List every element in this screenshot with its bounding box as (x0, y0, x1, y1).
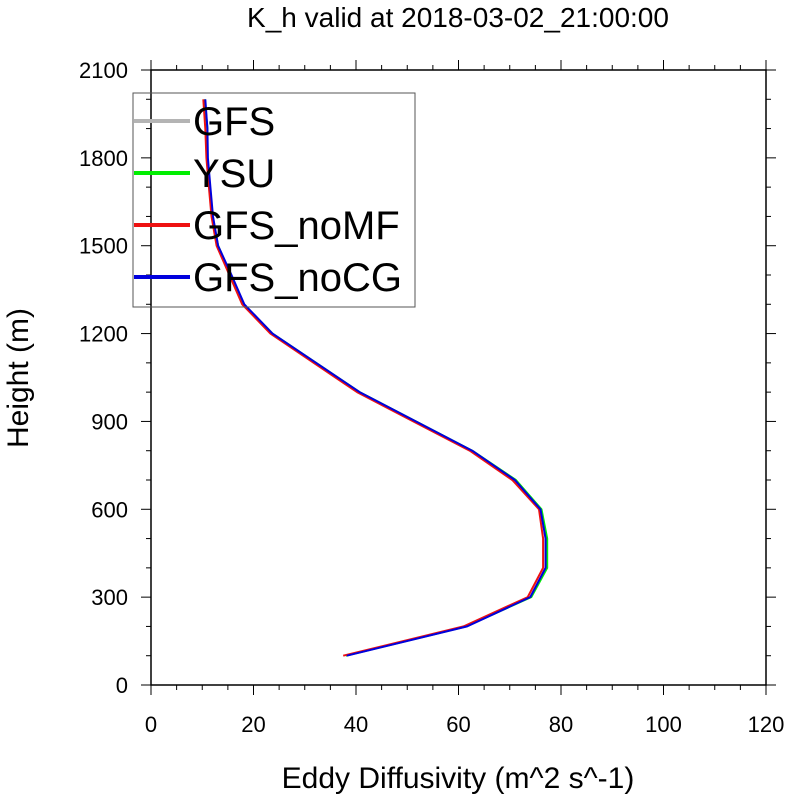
y-axis-label: Height (m) (2, 308, 35, 448)
series-line (202, 99, 545, 657)
axis-ticks: 0 20 40 60 80 100 1200300600900120015001800210… (79, 58, 784, 737)
x-tick-label: 20 (241, 712, 265, 737)
y-tick-label: 0 (116, 673, 128, 698)
x-tick-label: 120 (748, 712, 785, 737)
legend-label: GFS_noMF (193, 204, 400, 248)
series-line (204, 99, 547, 657)
legend-box (132, 92, 416, 308)
plot-frame (150, 69, 767, 686)
x-tick-label: 100 (645, 712, 682, 737)
y-tick-label: 2100 (79, 58, 128, 83)
legend-label: GFS (193, 100, 275, 144)
y-tick-label: 300 (91, 585, 128, 610)
y-tick-label: 1200 (79, 322, 128, 347)
legend-label: GFS_noCG (193, 256, 402, 300)
y-tick-label: 1800 (79, 146, 128, 171)
series-lines (202, 99, 549, 657)
legend: GFS YSU GFS_noMF GFS_noCG (132, 92, 416, 308)
y-tick-label: 600 (91, 497, 128, 522)
legend-label: YSU (193, 152, 275, 196)
x-tick-label: 0 (145, 712, 157, 737)
chart-title: K_h valid at 2018-03-02_21:00:00 (247, 2, 669, 33)
y-tick-label: 900 (91, 409, 128, 434)
y-tick-label: 1500 (79, 234, 128, 259)
x-tick-label: 40 (344, 712, 368, 737)
x-tick-label: 80 (549, 712, 573, 737)
x-tick-label: 60 (446, 712, 470, 737)
x-axis-label: Eddy Diffusivity (m^2 s^-1) (282, 762, 635, 795)
